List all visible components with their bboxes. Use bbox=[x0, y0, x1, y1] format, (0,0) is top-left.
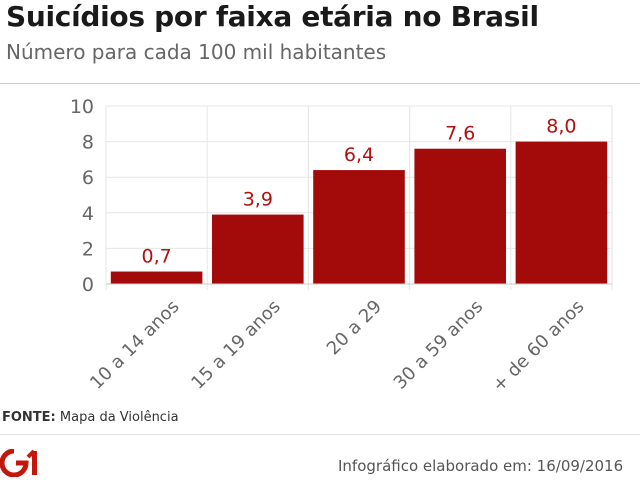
bar-chart: 0 2 4 6 8 10 0,7 10 a 14 anos 3,9 15 a 19 anos 6,4… bbox=[70, 96, 613, 396]
bar bbox=[313, 170, 405, 284]
x-tick-label: + de 60 anos bbox=[488, 296, 588, 396]
data-label: 6,4 bbox=[344, 144, 374, 166]
y-tick-label: 6 bbox=[82, 167, 94, 189]
data-label: 3,9 bbox=[243, 189, 273, 211]
x-tick-label: 10 a 14 anos bbox=[86, 296, 183, 393]
y-tick-label: 8 bbox=[82, 132, 94, 154]
credit-text: Infográfico elaborado em: 16/09/2016 bbox=[338, 457, 624, 475]
footer-divider bbox=[0, 434, 640, 435]
g1-logo bbox=[0, 449, 37, 477]
data-label: 7,6 bbox=[445, 123, 475, 145]
data-label: 8,0 bbox=[546, 116, 576, 138]
chart-title: Suicídios por faixa etária no Brasil bbox=[6, 0, 539, 33]
y-tick-label: 4 bbox=[82, 203, 94, 225]
y-tick-label: 10 bbox=[70, 96, 94, 118]
bar bbox=[212, 214, 304, 284]
y-tick-label: 2 bbox=[82, 238, 94, 260]
x-tick-label: 15 a 19 anos bbox=[187, 296, 284, 393]
x-tick-label: 20 a 29 bbox=[323, 296, 386, 359]
header-divider bbox=[0, 83, 640, 84]
chart-subtitle: Número para cada 100 mil habitantes bbox=[6, 40, 387, 64]
source-value: Mapa da Violência bbox=[59, 410, 179, 425]
bar bbox=[414, 148, 506, 284]
bar bbox=[515, 141, 608, 284]
y-tick-label: 0 bbox=[82, 274, 94, 296]
source-note: FONTE: Mapa da Violência bbox=[2, 410, 179, 425]
data-label: 0,7 bbox=[141, 246, 171, 268]
source-label: FONTE: bbox=[2, 410, 56, 425]
bar bbox=[110, 271, 203, 284]
x-tick-label: 30 a 59 anos bbox=[390, 296, 487, 393]
